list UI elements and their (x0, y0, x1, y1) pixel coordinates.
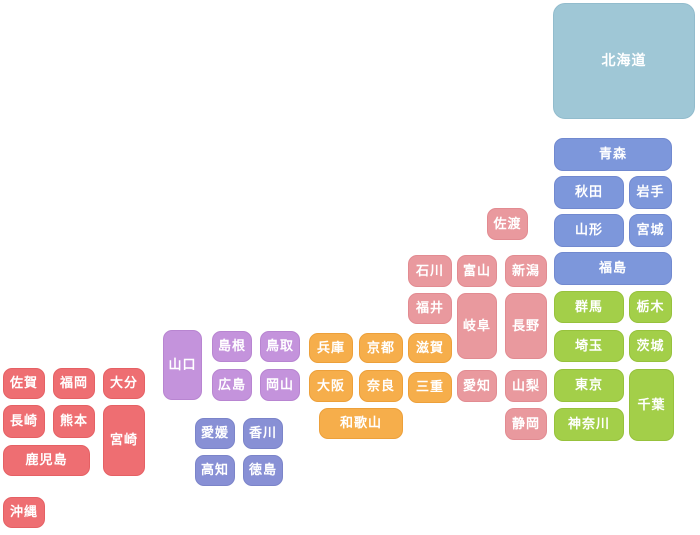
prefecture-label-toyama: 富山 (462, 263, 491, 279)
prefecture-label-yamanashi: 山梨 (511, 378, 540, 394)
prefecture-label-fukushima: 福島 (598, 261, 627, 276)
prefecture-tile-fukushima[interactable]: 福島 (554, 252, 672, 285)
prefecture-tile-osaka[interactable]: 大阪 (309, 370, 353, 402)
prefecture-label-osaka: 大阪 (316, 378, 345, 394)
prefecture-label-ehime: 愛媛 (200, 426, 229, 441)
prefecture-label-hiroshima: 広島 (217, 377, 246, 393)
prefecture-tile-okinawa[interactable]: 沖縄 (3, 497, 45, 528)
prefecture-tile-kanagawa[interactable]: 神奈川 (554, 408, 624, 441)
prefecture-label-yamagata: 山形 (574, 223, 603, 238)
prefecture-tile-saga[interactable]: 佐賀 (3, 368, 45, 399)
prefecture-label-iwate: 岩手 (636, 185, 665, 200)
prefecture-label-kyoto: 京都 (366, 340, 395, 356)
prefecture-tile-wakayama[interactable]: 和歌山 (319, 408, 403, 439)
prefecture-label-ishikawa: 石川 (415, 263, 444, 279)
prefecture-tile-hyogo[interactable]: 兵庫 (309, 333, 353, 363)
prefecture-label-aichi: 愛知 (462, 378, 491, 394)
prefecture-label-miyazaki: 宮崎 (109, 433, 138, 448)
prefecture-tile-tottori[interactable]: 鳥取 (260, 331, 300, 362)
prefecture-label-chiba: 千葉 (637, 397, 666, 413)
prefecture-tile-miyazaki[interactable]: 宮崎 (103, 405, 145, 476)
prefecture-tile-akita[interactable]: 秋田 (554, 176, 624, 209)
prefecture-tile-saitama[interactable]: 埼玉 (554, 330, 624, 362)
prefecture-label-kagoshima: 鹿児島 (25, 453, 68, 468)
prefecture-label-kagawa: 香川 (248, 426, 277, 441)
prefecture-label-akita: 秋田 (574, 185, 603, 200)
prefecture-tile-kagoshima[interactable]: 鹿児島 (3, 445, 90, 476)
prefecture-label-saitama: 埼玉 (574, 338, 603, 354)
prefecture-tile-ibaraki[interactable]: 茨城 (629, 330, 672, 362)
prefecture-tile-ishikawa[interactable]: 石川 (408, 255, 452, 287)
prefecture-tile-fukuoka[interactable]: 福岡 (53, 368, 95, 399)
prefecture-tile-iwate[interactable]: 岩手 (629, 176, 672, 209)
prefecture-label-mie: 三重 (415, 380, 444, 395)
prefecture-tile-nara[interactable]: 奈良 (359, 370, 403, 402)
prefecture-label-kanagawa: 神奈川 (567, 417, 610, 432)
prefecture-tile-toyama[interactable]: 富山 (457, 255, 497, 287)
prefecture-label-nagano: 長野 (511, 318, 540, 334)
prefecture-tile-yamagata[interactable]: 山形 (554, 214, 624, 247)
prefecture-tile-tokyo[interactable]: 東京 (554, 369, 624, 402)
prefecture-label-nagasaki: 長崎 (9, 414, 38, 429)
prefecture-label-tochigi: 栃木 (636, 299, 665, 315)
prefecture-label-shimane: 島根 (217, 339, 246, 354)
prefecture-label-okinawa: 沖縄 (9, 505, 38, 520)
prefecture-tile-gifu[interactable]: 岐阜 (457, 293, 497, 359)
prefecture-label-aomori: 青森 (598, 147, 627, 162)
prefecture-label-hokkaido: 北海道 (601, 53, 647, 69)
prefecture-label-kochi: 高知 (200, 463, 229, 478)
prefecture-tile-niigata[interactable]: 新潟 (505, 255, 547, 287)
prefecture-label-kumamoto: 熊本 (59, 414, 88, 429)
prefecture-tile-nagasaki[interactable]: 長崎 (3, 405, 45, 438)
prefecture-tile-tochigi[interactable]: 栃木 (629, 291, 672, 323)
prefecture-label-sado: 佐渡 (493, 216, 522, 232)
prefecture-label-fukuoka: 福岡 (59, 376, 88, 391)
prefecture-tile-chiba[interactable]: 千葉 (629, 369, 674, 441)
prefecture-tile-shizuoka[interactable]: 静岡 (505, 408, 547, 440)
prefecture-tile-gunma[interactable]: 群馬 (554, 291, 624, 323)
prefecture-tile-tokushima[interactable]: 徳島 (243, 455, 283, 486)
prefecture-tile-fukui[interactable]: 福井 (408, 293, 452, 324)
prefecture-tile-nagano[interactable]: 長野 (505, 293, 547, 359)
prefecture-label-okayama: 岡山 (265, 377, 294, 393)
prefecture-label-tokyo: 東京 (574, 378, 603, 393)
prefecture-tile-hokkaido[interactable]: 北海道 (553, 3, 695, 119)
prefecture-label-tokushima: 徳島 (248, 463, 277, 478)
prefecture-tile-aichi[interactable]: 愛知 (457, 370, 497, 402)
prefecture-tile-yamanashi[interactable]: 山梨 (505, 370, 547, 402)
prefecture-label-ibaraki: 茨城 (636, 338, 665, 354)
prefecture-label-wakayama: 和歌山 (339, 416, 382, 431)
prefecture-label-gunma: 群馬 (574, 299, 603, 315)
prefecture-label-tottori: 鳥取 (265, 339, 294, 354)
prefecture-tile-mie[interactable]: 三重 (408, 372, 452, 403)
prefecture-tile-sado[interactable]: 佐渡 (487, 208, 528, 240)
prefecture-label-hyogo: 兵庫 (316, 340, 345, 356)
prefecture-label-fukui: 福井 (415, 301, 444, 316)
prefecture-label-nara: 奈良 (366, 378, 395, 394)
prefecture-tile-aomori[interactable]: 青森 (554, 138, 672, 171)
prefecture-tile-kochi[interactable]: 高知 (195, 455, 235, 486)
prefecture-label-niigata: 新潟 (511, 263, 540, 279)
prefecture-label-gifu: 岐阜 (462, 318, 491, 334)
prefecture-tile-oita[interactable]: 大分 (103, 368, 145, 399)
prefecture-tile-ehime[interactable]: 愛媛 (195, 418, 235, 449)
prefecture-label-shizuoka: 静岡 (511, 416, 540, 432)
prefecture-tile-miyagi[interactable]: 宮城 (629, 214, 672, 247)
prefecture-label-yamaguchi: 山口 (168, 357, 197, 373)
prefecture-tile-hiroshima[interactable]: 広島 (212, 369, 252, 401)
prefecture-tile-yamaguchi[interactable]: 山口 (163, 330, 202, 400)
prefecture-tile-okayama[interactable]: 岡山 (260, 369, 300, 401)
prefecture-label-miyagi: 宮城 (636, 223, 665, 238)
prefecture-label-shiga: 滋賀 (415, 340, 444, 356)
prefecture-label-saga: 佐賀 (9, 376, 38, 391)
prefecture-label-oita: 大分 (109, 376, 138, 391)
prefecture-tile-kagawa[interactable]: 香川 (243, 418, 283, 449)
prefecture-tile-kyoto[interactable]: 京都 (359, 333, 403, 363)
prefecture-tile-shiga[interactable]: 滋賀 (408, 333, 452, 363)
prefecture-tile-shimane[interactable]: 島根 (212, 331, 252, 362)
prefecture-tile-kumamoto[interactable]: 熊本 (53, 405, 95, 438)
